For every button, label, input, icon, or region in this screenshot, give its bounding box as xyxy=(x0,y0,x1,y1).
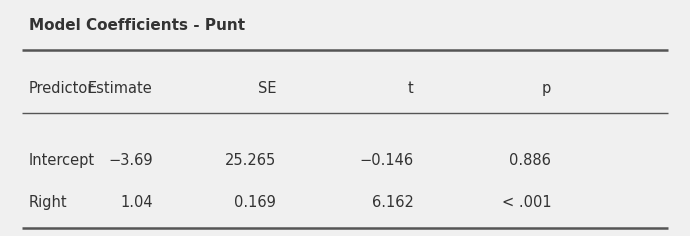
Text: 0.886: 0.886 xyxy=(509,153,551,168)
Text: 25.265: 25.265 xyxy=(225,153,276,168)
Text: Right: Right xyxy=(29,195,68,210)
Text: p: p xyxy=(542,81,551,96)
Text: SE: SE xyxy=(258,81,276,96)
Text: −3.69: −3.69 xyxy=(108,153,152,168)
Text: Predictor: Predictor xyxy=(29,81,95,96)
Text: 1.04: 1.04 xyxy=(120,195,152,210)
Text: 0.169: 0.169 xyxy=(235,195,276,210)
Text: Estimate: Estimate xyxy=(88,81,152,96)
Text: 6.162: 6.162 xyxy=(372,195,414,210)
Text: < .001: < .001 xyxy=(502,195,551,210)
Text: Model Coefficients - Punt: Model Coefficients - Punt xyxy=(29,18,245,33)
Text: Intercept: Intercept xyxy=(29,153,95,168)
Text: t: t xyxy=(408,81,414,96)
Text: −0.146: −0.146 xyxy=(359,153,414,168)
